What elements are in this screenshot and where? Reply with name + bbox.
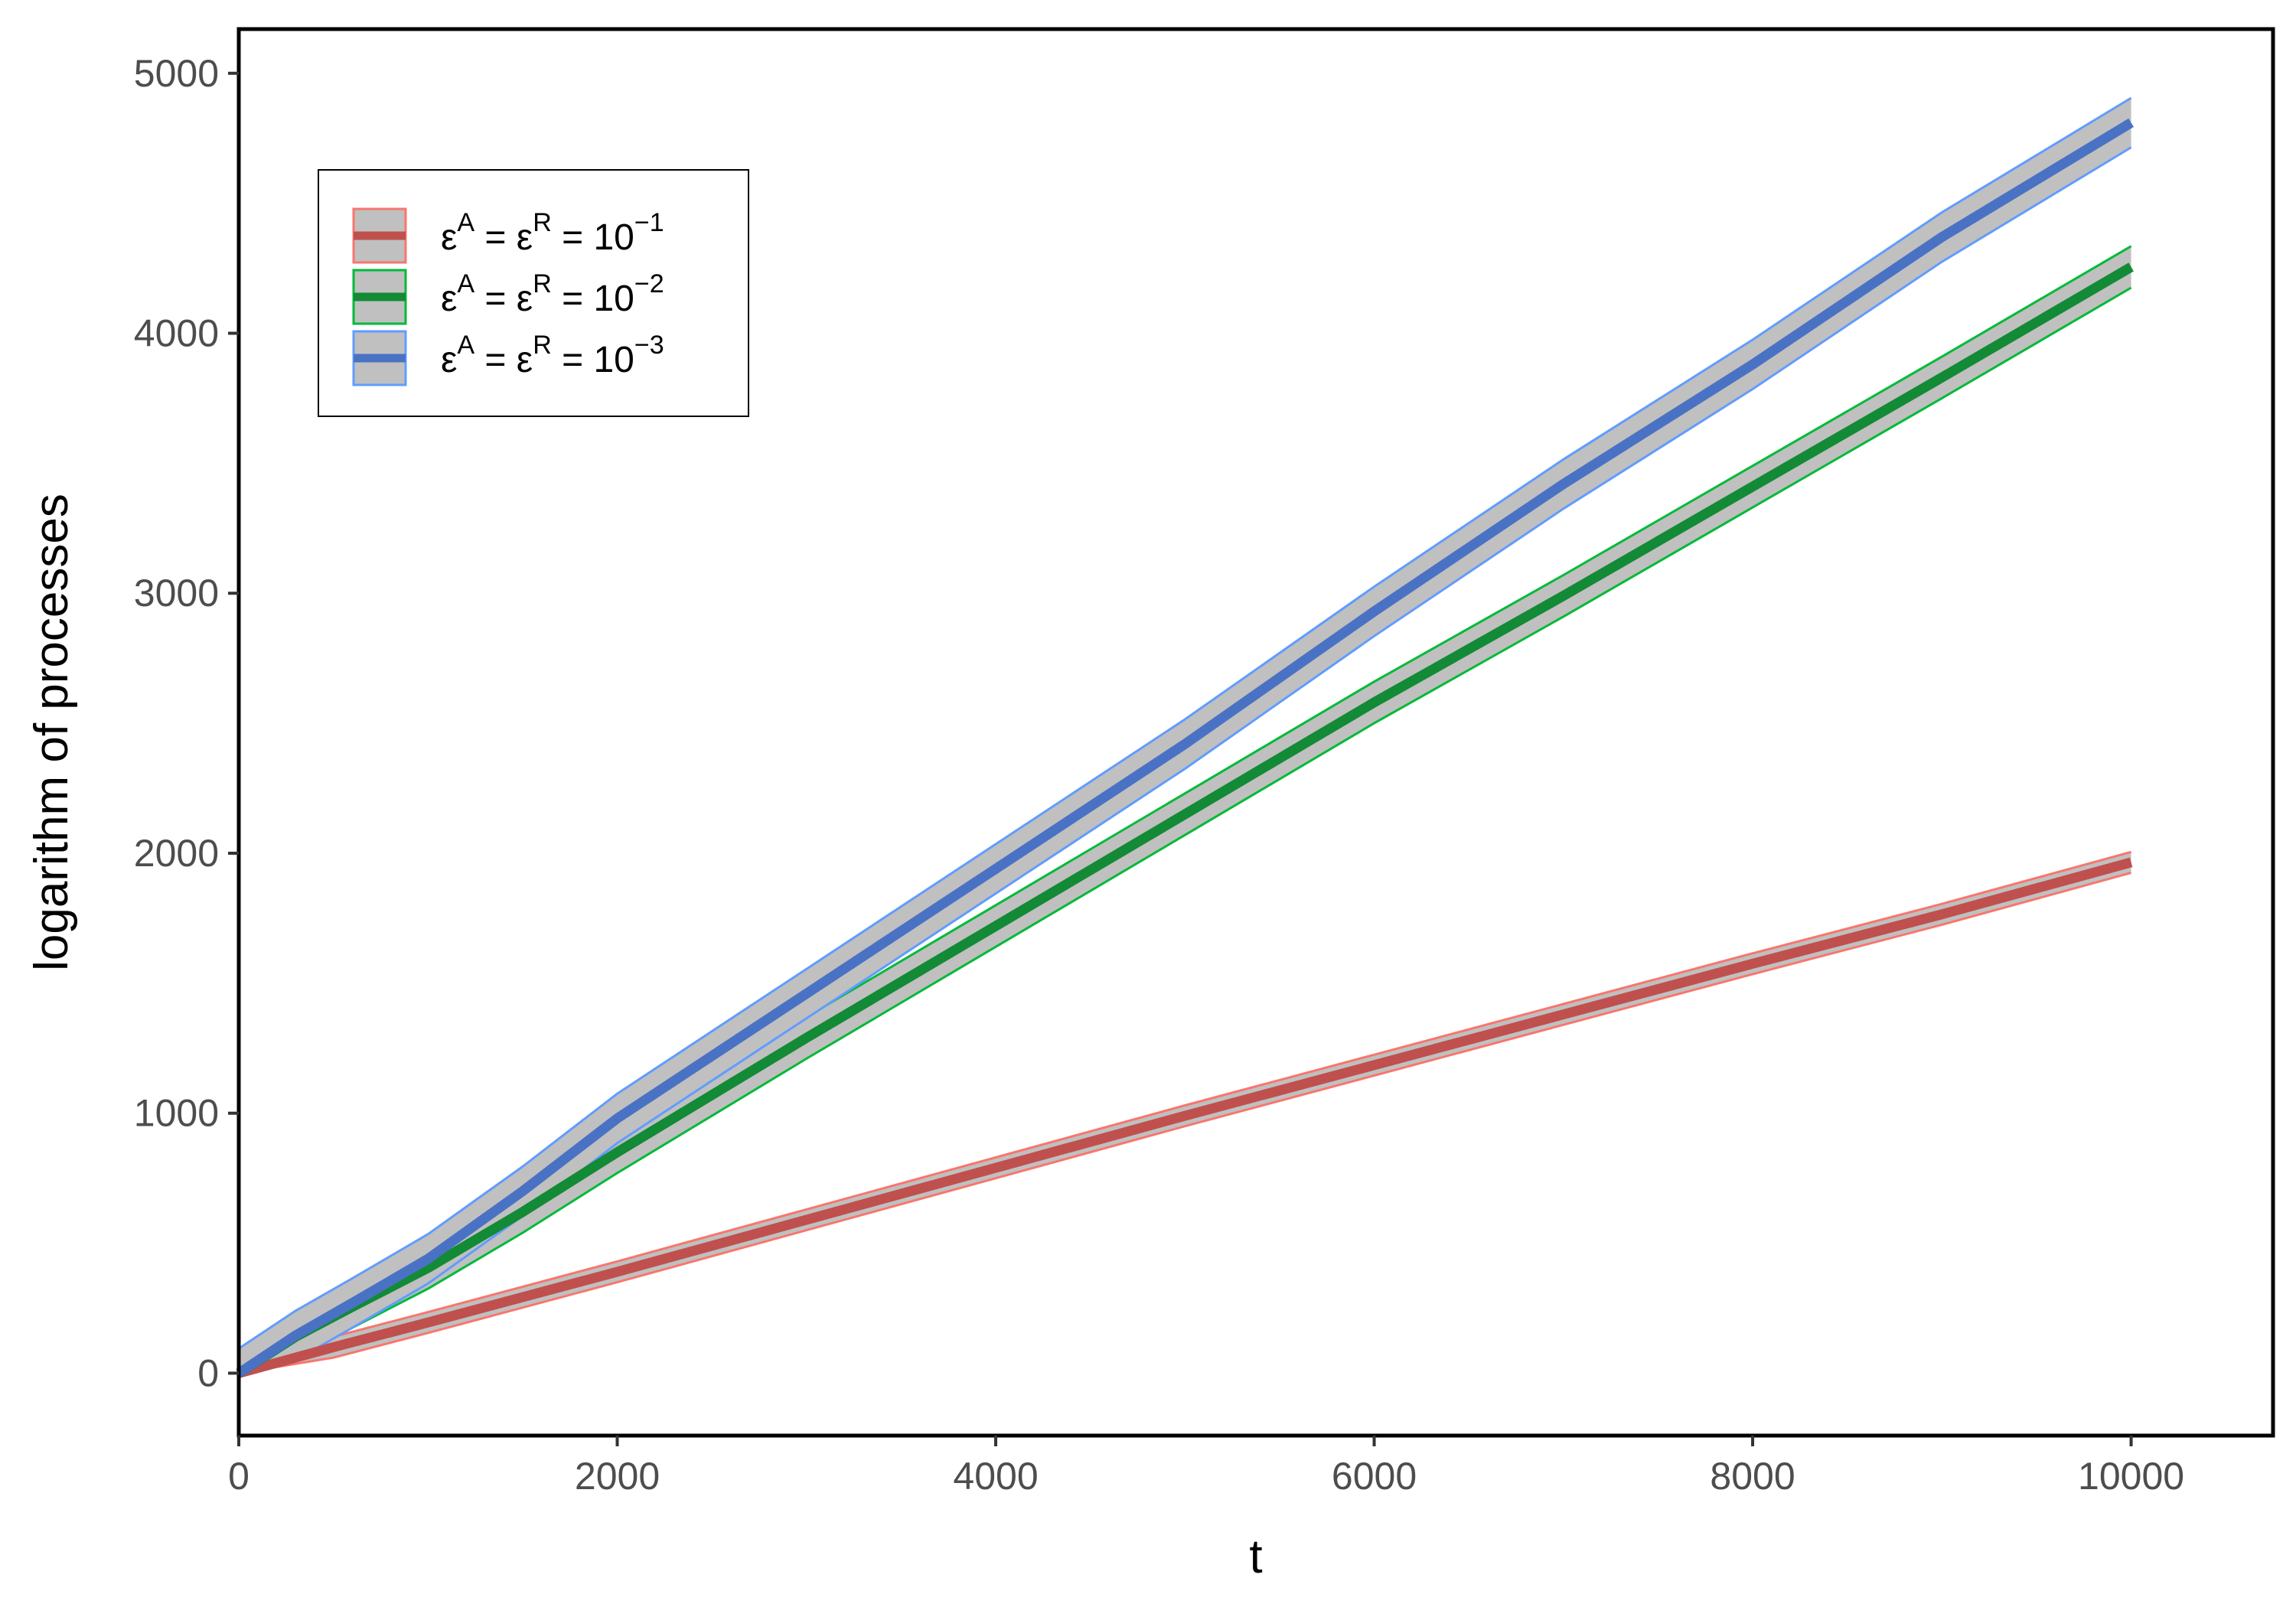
legend-key-2 — [352, 269, 407, 325]
y-axis-title: logarithm of processes — [25, 494, 78, 971]
x-tick-label: 2000 — [575, 1455, 660, 1498]
y-tick-label: 2000 — [134, 832, 219, 875]
series-3-lower-edge — [238, 146, 2132, 1374]
legend-label-3: εA = εR = 10−3 — [441, 331, 664, 380]
x-tick-label: 0 — [228, 1455, 249, 1498]
series-1-lower-edge — [238, 872, 2131, 1374]
y-tick-label: 3000 — [134, 572, 219, 614]
x-tick-label: 10000 — [2078, 1455, 2184, 1498]
plot-panel-border — [236, 27, 2275, 1438]
series-1-line — [237, 857, 2133, 1378]
series-3-upper-edge — [238, 96, 2132, 1350]
y-tick-label: 0 — [197, 1351, 219, 1394]
tick-layer: 0 2000 4000 6000 8000 10000 0 1000 2000 3000 4000 5… — [134, 52, 2184, 1498]
x-tick-label: 6000 — [1332, 1455, 1417, 1498]
series-1-upper-edge — [238, 850, 2131, 1364]
y-tick-label: 1000 — [134, 1092, 219, 1135]
legend-key-1 — [352, 207, 407, 264]
x-axis-title: t — [1249, 1530, 1262, 1583]
legend-label-2: εA = εR = 10−2 — [441, 269, 664, 319]
y-tick-label: 5000 — [134, 52, 219, 95]
x-tick-label: 8000 — [1710, 1455, 1795, 1498]
legend: εA = εR = 10−1 εA = εR = 10−2 εA = εR = 10… — [318, 169, 749, 417]
series-3-line — [236, 118, 2134, 1377]
line-layer — [236, 118, 2134, 1378]
y-tick-label: 4000 — [134, 311, 219, 354]
axes — [236, 27, 2275, 1438]
x-tick-label: 4000 — [953, 1455, 1038, 1498]
legend-label-1: εA = εR = 10−1 — [441, 208, 664, 258]
legend-key-3 — [352, 330, 407, 386]
